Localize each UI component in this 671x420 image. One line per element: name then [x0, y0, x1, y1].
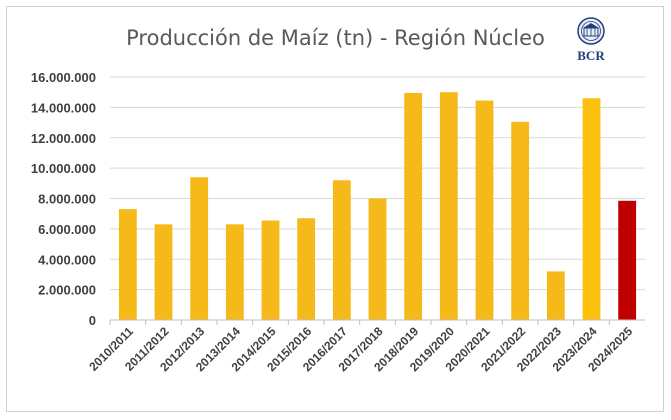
bar-2021-2022 — [511, 121, 530, 320]
bar-2022-2023 — [546, 271, 565, 320]
bars — [109, 92, 637, 325]
bar-2015-2016 — [297, 218, 316, 320]
bcr-seal-icon — [577, 17, 605, 45]
y-tick-label: 14.000.000 — [31, 100, 96, 115]
y-tick-label: 6.000.000 — [38, 222, 96, 237]
bar-2011-2012 — [154, 224, 173, 320]
bar-2019-2020 — [439, 92, 458, 320]
bar-2012-2013 — [190, 177, 209, 320]
y-tick-label: 0 — [89, 313, 96, 328]
bcr-logo-text: BCR — [577, 48, 605, 63]
chart-title: Producción de Maíz (tn) - Región Núcleo — [126, 26, 545, 50]
bar-2024-2025 — [618, 200, 637, 320]
x-axis-tick-labels: 2010/20112011/20122012/20132013/20142014… — [86, 324, 635, 374]
y-tick-label: 12.000.000 — [31, 131, 96, 146]
bar-2013-2014 — [225, 224, 244, 320]
y-tick-label: 10.000.000 — [31, 161, 96, 176]
bar-2020-2021 — [475, 100, 494, 321]
y-tick-label: 2.000.000 — [38, 283, 96, 298]
bar-2017-2018 — [368, 198, 387, 320]
bar-2018-2019 — [404, 92, 423, 321]
bar-2010-2011 — [118, 209, 137, 320]
bar-2023-2024 — [582, 98, 601, 320]
bar-2014-2015 — [261, 220, 280, 320]
bar-2016-2017 — [332, 180, 351, 320]
y-tick-label: 16.000.000 — [31, 70, 96, 85]
y-tick-label: 4.000.000 — [38, 252, 96, 267]
y-tick-label: 8.000.000 — [38, 192, 96, 207]
y-axis-tick-labels: 0 2.000.000 4.000.000 6.000.000 8.000.000 10.… — [31, 70, 96, 328]
bcr-logo: BCR — [567, 16, 615, 68]
